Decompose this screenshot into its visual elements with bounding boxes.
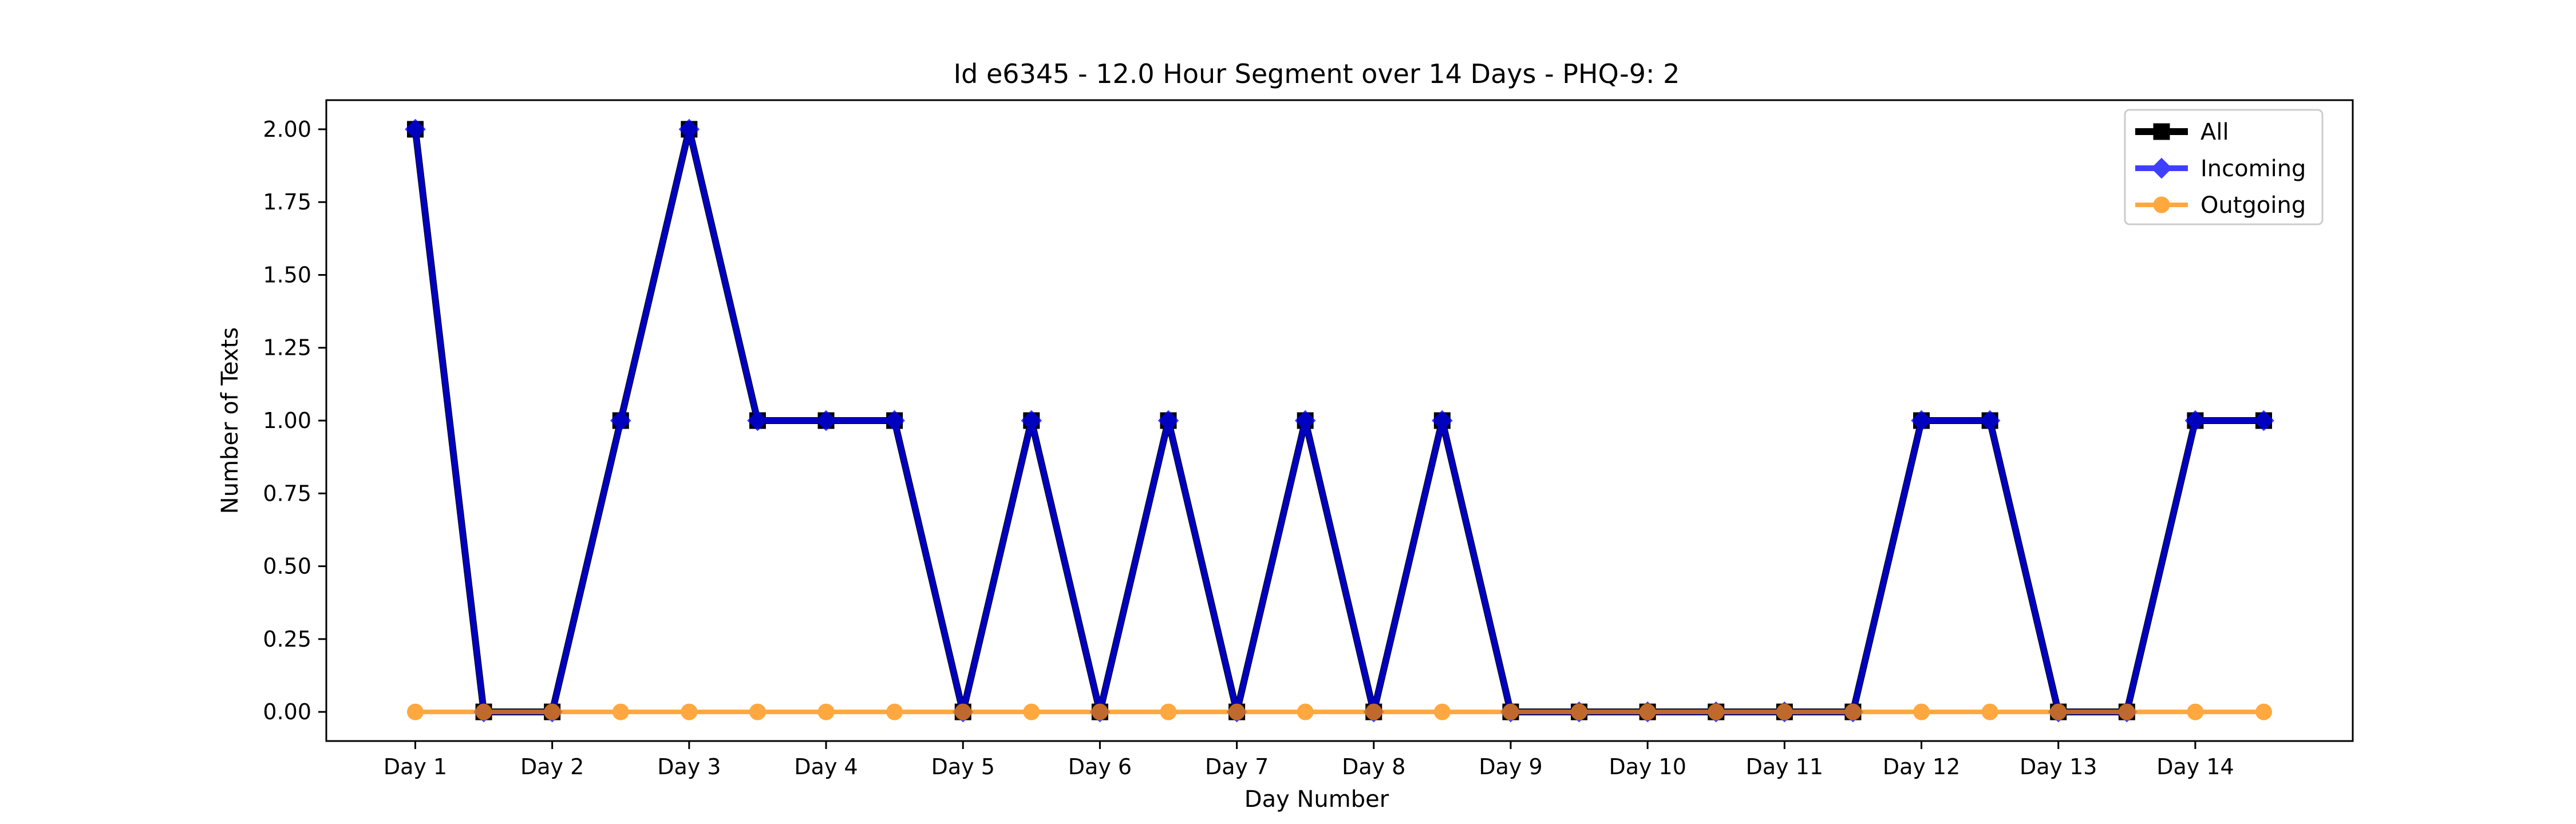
legend-box xyxy=(2124,109,2324,225)
legend-entry-outgoing: Outgoing xyxy=(2135,192,2306,219)
data-point-outgoing xyxy=(1228,703,1246,720)
legend-label: All xyxy=(2200,119,2229,145)
x-tick-label: Day 14 xyxy=(2156,754,2234,779)
data-point-outgoing xyxy=(2187,703,2204,720)
legend-label: Incoming xyxy=(2200,156,2306,182)
y-tick-label: 0.00 xyxy=(263,699,311,724)
series-line-incoming xyxy=(412,126,2267,715)
y-tick-label: 0.75 xyxy=(263,481,311,506)
x-axis-label: Day Number xyxy=(1244,786,1389,813)
data-point-outgoing xyxy=(1571,703,1588,720)
data-point-outgoing xyxy=(681,703,698,720)
x-tick-label: Day 6 xyxy=(1068,754,1132,779)
legend-label: Outgoing xyxy=(2200,192,2306,219)
y-tick-label: 1.25 xyxy=(263,335,311,360)
data-point-outgoing xyxy=(1981,703,1998,720)
data-point-incoming xyxy=(1157,410,1179,431)
data-point-outgoing xyxy=(749,703,766,720)
data-point-incoming xyxy=(884,410,905,431)
y-tick-label: 2.00 xyxy=(263,117,311,142)
axes: 0.00 0.25 0.50 0.75 1.00 1.25 1.50 1.75 2.00 Day … xyxy=(263,99,2354,779)
data-point-incoming xyxy=(405,118,426,140)
data-point-outgoing xyxy=(1433,703,1451,720)
x-tick-label: Day 8 xyxy=(1342,754,1405,779)
x-tick-label: Day 1 xyxy=(384,754,447,779)
x-tick-label: Day 2 xyxy=(520,754,584,779)
legend-swatch xyxy=(2135,123,2188,140)
data-point-incoming xyxy=(2253,410,2274,431)
data-point-outgoing xyxy=(2255,703,2273,720)
data-point-outgoing xyxy=(406,703,424,720)
data-point-incoming xyxy=(2184,410,2206,431)
x-tick-label: Day 5 xyxy=(931,754,995,779)
data-point-outgoing xyxy=(612,703,629,720)
data-point-outgoing xyxy=(886,703,903,720)
data-point-incoming xyxy=(1911,410,1932,431)
data-point-incoming xyxy=(1294,410,1316,431)
data-point-incoming xyxy=(678,118,700,140)
y-tick-label: 1.75 xyxy=(263,189,311,215)
legend-swatch xyxy=(2135,196,2188,213)
legend-swatch xyxy=(2135,157,2188,179)
data-point-incoming xyxy=(815,410,837,431)
legend: All Incoming Outgoing xyxy=(2124,109,2324,225)
x-tick-label: Day 7 xyxy=(1205,754,1269,779)
data-point-outgoing xyxy=(2118,703,2135,720)
x-tick-label: Day 11 xyxy=(1746,754,1823,779)
data-point-incoming xyxy=(747,410,768,431)
legend-entry-incoming: Incoming xyxy=(2135,156,2306,182)
y-axis-label: Number of Texts xyxy=(217,327,243,514)
data-point-outgoing xyxy=(1297,703,1314,720)
data-point-outgoing xyxy=(544,703,561,720)
x-tick-label: Day 13 xyxy=(2020,754,2097,779)
data-point-incoming xyxy=(1021,410,1042,431)
data-point-outgoing xyxy=(1160,703,1177,720)
data-point-outgoing xyxy=(1913,703,1930,720)
data-point-incoming xyxy=(610,410,631,431)
data-point-outgoing xyxy=(1844,703,1862,720)
data-point-outgoing xyxy=(2050,703,2067,720)
plot-area xyxy=(405,118,2274,723)
chart-title: Id e6345 - 12.0 Hour Segment over 14 Day… xyxy=(954,58,1680,89)
x-tick-label: Day 3 xyxy=(657,754,721,779)
data-point-outgoing xyxy=(1023,703,1040,720)
data-point-outgoing xyxy=(817,703,835,720)
data-point-outgoing xyxy=(475,703,492,720)
x-tick-label: Day 12 xyxy=(1883,754,1960,779)
data-point-outgoing xyxy=(1639,703,1656,720)
data-point-outgoing xyxy=(1502,703,1519,720)
legend-entry-all: All xyxy=(2135,119,2229,145)
data-point-outgoing xyxy=(1365,703,1382,720)
legend-marker xyxy=(2151,157,2172,179)
y-tick-label: 0.50 xyxy=(263,554,311,579)
legend-marker xyxy=(2153,123,2170,140)
legend-marker xyxy=(2153,196,2170,213)
data-point-outgoing xyxy=(1776,703,1793,720)
data-point-outgoing xyxy=(954,703,971,720)
data-point-incoming xyxy=(1979,410,2001,431)
data-point-outgoing xyxy=(1708,703,1725,720)
x-tick-label: Day 10 xyxy=(1609,754,1686,779)
x-tick-label: Day 9 xyxy=(1479,754,1542,779)
series-outgoing xyxy=(406,703,2273,720)
y-tick-label: 0.25 xyxy=(263,627,311,652)
x-tick-label: Day 4 xyxy=(794,754,858,779)
y-tick-label: 1.00 xyxy=(263,408,311,433)
data-point-outgoing xyxy=(1091,703,1108,720)
y-tick-label: 1.50 xyxy=(263,262,311,287)
data-point-incoming xyxy=(1432,410,1453,431)
